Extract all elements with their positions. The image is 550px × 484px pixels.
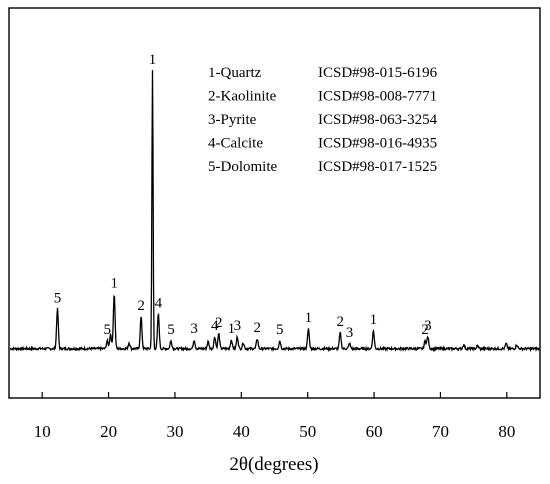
x-axis-ticks xyxy=(41,392,508,398)
legend-icsd-ref: ICSD#98-008-7771 xyxy=(318,89,437,105)
legend-icsd-ref: ICSD#98-017-1525 xyxy=(318,159,437,175)
peak-label: 2 xyxy=(336,314,344,330)
peak-label: 5 xyxy=(54,290,62,306)
peak-label: 5 xyxy=(167,322,175,338)
peak-label: 4 xyxy=(155,295,163,311)
peak-label: 5 xyxy=(276,322,284,338)
peak-label: 3 xyxy=(190,321,198,337)
x-tick-label: 50 xyxy=(299,422,316,441)
x-tick-label: 40 xyxy=(233,422,250,441)
peak-label: 5 xyxy=(103,322,111,338)
plot-frame xyxy=(8,7,541,399)
legend-icsd-ref: ICSD#98-063-3254 xyxy=(318,112,438,128)
peak-label: 1 xyxy=(305,310,313,326)
peak-label: 1 xyxy=(370,312,378,328)
legend-icsd-ref: ICSD#98-015-6196 xyxy=(318,65,438,81)
x-axis-title: 2θ(degrees) xyxy=(229,454,318,475)
x-tick-label: 60 xyxy=(366,422,383,441)
legend-phase-name: 1-Quartz xyxy=(208,65,262,81)
peak-label: 4 xyxy=(211,318,219,334)
phase-legend: 1-Quartz ICSD#98-015-6196 2-Kaolinite ICSD#… xyxy=(208,65,438,175)
x-tick-label: 80 xyxy=(498,422,515,441)
peak-label: 3 xyxy=(424,318,432,334)
x-tick-label: 70 xyxy=(432,422,449,441)
legend-icsd-ref: ICSD#98-016-4935 xyxy=(318,136,437,152)
peak-label: 2 xyxy=(137,298,145,314)
x-axis-tick-labels: 10 20 30 40 50 60 70 80 xyxy=(34,422,516,441)
peak-label: 1 xyxy=(228,321,236,337)
peak-label: 1 xyxy=(149,52,157,68)
legend-phase-name: 4-Calcite xyxy=(208,136,263,152)
x-tick-label: 30 xyxy=(166,422,183,441)
peak-label: 2 xyxy=(253,320,261,336)
peak-label: 1 xyxy=(110,275,118,291)
peak-label: 3 xyxy=(346,325,354,341)
x-tick-label: 20 xyxy=(100,422,117,441)
xrd-pattern-line xyxy=(9,70,540,353)
legend-phase-name: 3-Pyrite xyxy=(208,112,257,128)
legend-phase-name: 2-Kaolinite xyxy=(208,89,277,105)
peak-label: 2 xyxy=(421,322,429,338)
x-tick-label: 10 xyxy=(34,422,51,441)
peak-label: 3 xyxy=(234,318,242,334)
peak-label: 2 xyxy=(215,315,223,331)
legend-phase-name: 5-Dolomite xyxy=(208,159,277,175)
